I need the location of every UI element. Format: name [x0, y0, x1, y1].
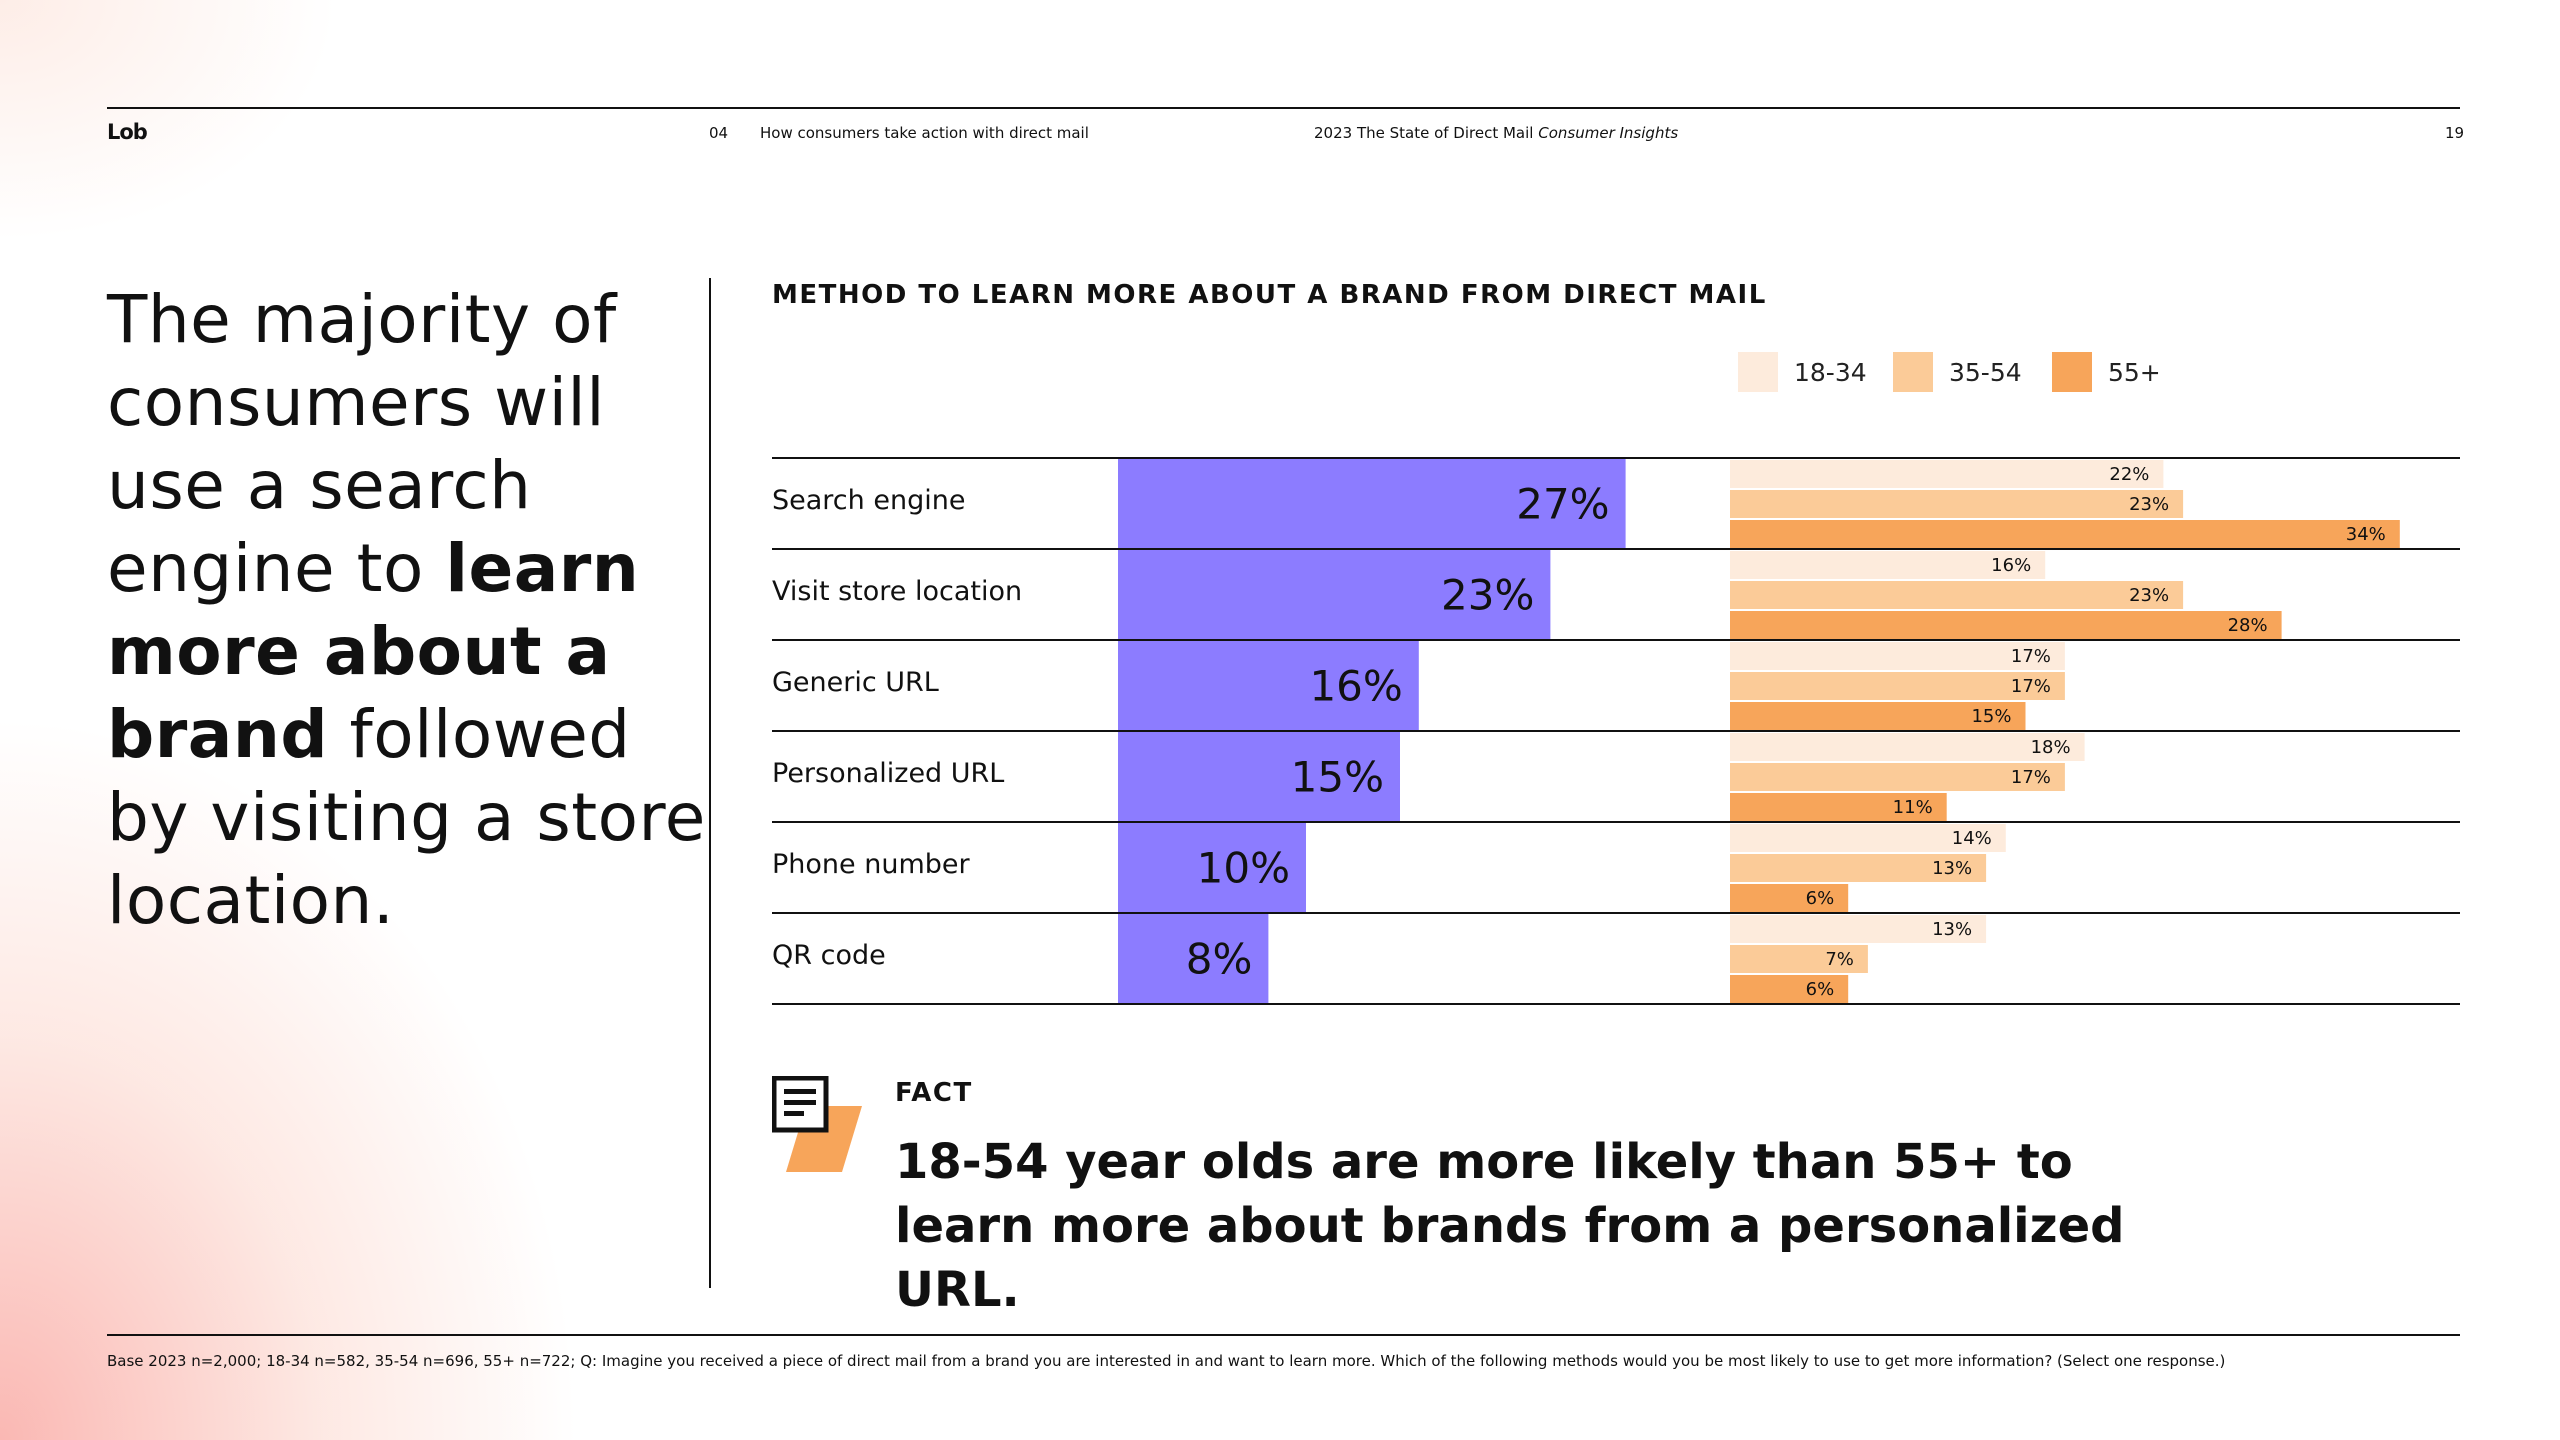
age-value-label-18-34-visit-store-location: 16% — [1991, 555, 2031, 576]
age-value-label-18-34-phone-number: 14% — [1952, 828, 1992, 849]
report-title-main: 2023 The State of Direct Mail — [1314, 124, 1534, 142]
total-bar-search-engine — [1118, 458, 1626, 549]
age-bar-55-generic-url — [1730, 702, 2026, 730]
age-value-label-18-34-personalized-url: 18% — [2031, 737, 2071, 758]
age-value-label-18-34-generic-url: 17% — [2011, 646, 2051, 667]
age-value-label-35-54-personalized-url: 17% — [2011, 767, 2051, 788]
age-bar-18-34-visit-store-location — [1730, 551, 2046, 579]
footer-rule — [107, 1334, 2460, 1336]
legend-swatch-55-plus — [2052, 352, 2092, 392]
age-value-label-55-qr-code: 6% — [1806, 979, 1835, 1000]
report-title: 2023 The State of Direct Mail Consumer I… — [1314, 124, 1678, 142]
chart-title: METHOD TO LEARN MORE ABOUT A BRAND FROM … — [772, 280, 1767, 310]
legend-label-55-plus: 55+ — [2108, 357, 2161, 387]
total-bar-qr-code — [1118, 913, 1269, 1004]
total-value-label-qr-code: 8% — [1186, 935, 1253, 984]
total-value-label-phone-number: 10% — [1197, 844, 1290, 893]
page-number: 19 — [2445, 124, 2465, 142]
footnote: Base 2023 n=2,000; 18-34 n=582, 35-54 n=… — [107, 1352, 2226, 1370]
headline: The majority of consumers will use a sea… — [107, 278, 707, 942]
document-icon — [772, 1076, 862, 1172]
age-value-label-18-34-qr-code: 13% — [1932, 919, 1972, 940]
row-separator-3 — [772, 730, 2460, 732]
total-value-label-visit-store-location: 23% — [1441, 571, 1534, 620]
row-separator-5 — [772, 912, 2460, 914]
age-bar-18-34-qr-code — [1730, 915, 1987, 943]
report-title-italic: Consumer Insights — [1538, 124, 1679, 142]
age-bar-55-visit-store-location — [1730, 611, 2282, 639]
lob-logo: Lob — [107, 120, 148, 144]
headline-part2: followed by visiting a store location. — [107, 696, 706, 939]
age-value-label-55-phone-number: 6% — [1806, 888, 1835, 909]
age-bar-18-34-phone-number — [1730, 824, 2006, 852]
age-value-label-35-54-qr-code: 7% — [1825, 949, 1854, 970]
header-rule — [107, 107, 2460, 109]
row-separator-2 — [772, 639, 2460, 641]
row-separator-6 — [772, 1003, 2460, 1005]
legend-swatch-18-34 — [1738, 352, 1778, 392]
headline-bold: learn more about a brand — [107, 530, 640, 773]
age-value-label-35-54-phone-number: 13% — [1932, 858, 1972, 879]
age-value-label-55-personalized-url: 11% — [1893, 797, 1933, 818]
age-bar-35-54-search-engine — [1730, 490, 2184, 518]
legend-label-35-54: 35-54 — [1949, 357, 2022, 387]
total-value-label-personalized-url: 15% — [1291, 753, 1384, 802]
legend-label-18-34: 18-34 — [1794, 357, 1867, 387]
age-bar-35-54-qr-code — [1730, 945, 1868, 973]
divider-vertical — [709, 278, 711, 1288]
row-separator-1 — [772, 548, 2460, 550]
fact-label: FACT — [895, 1078, 973, 1108]
age-bar-55-personalized-url — [1730, 793, 1947, 821]
age-bar-35-54-personalized-url — [1730, 763, 2065, 791]
legend-item-35-54: 35-54 — [1893, 352, 2022, 392]
age-value-label-18-34-search-engine: 22% — [2109, 464, 2149, 485]
total-value-label-generic-url: 16% — [1309, 662, 1402, 711]
age-bar-35-54-generic-url — [1730, 672, 2065, 700]
total-value-label-search-engine: 27% — [1516, 480, 1609, 529]
row-label-personalized-url: Personalized URL — [772, 758, 1005, 789]
age-bar-18-34-search-engine — [1730, 460, 2164, 488]
row-label-generic-url: Generic URL — [772, 667, 939, 698]
age-value-label-55-generic-url: 15% — [1971, 706, 2011, 727]
row-label-qr-code: QR code — [772, 940, 886, 971]
legend-item-18-34: 18-34 — [1738, 352, 1867, 392]
age-bar-55-search-engine — [1730, 520, 2400, 548]
section-title: How consumers take action with direct ma… — [760, 124, 1089, 142]
age-bar-18-34-personalized-url — [1730, 733, 2085, 761]
age-bar-35-54-phone-number — [1730, 854, 1987, 882]
fact-text: 18-54 year olds are more likely than 55+… — [895, 1134, 2125, 1318]
age-value-label-55-visit-store-location: 28% — [2228, 615, 2268, 636]
age-value-label-35-54-generic-url: 17% — [2011, 676, 2051, 697]
legend-item-55-plus: 55+ — [2052, 352, 2161, 392]
total-bar-personalized-url — [1118, 731, 1400, 822]
row-label-phone-number: Phone number — [772, 849, 970, 880]
total-bar-generic-url — [1118, 640, 1419, 731]
age-value-label-35-54-search-engine: 23% — [2129, 494, 2169, 515]
total-bar-visit-store-location — [1118, 549, 1551, 640]
section-number: 04 — [709, 124, 729, 142]
row-label-search-engine: Search engine — [772, 485, 966, 516]
row-label-visit-store: Visit store location — [772, 576, 1023, 607]
age-value-label-55-search-engine: 34% — [2346, 524, 2386, 545]
row-separator-4 — [772, 821, 2460, 823]
legend-swatch-35-54 — [1893, 352, 1933, 392]
age-value-label-35-54-visit-store-location: 23% — [2129, 585, 2169, 606]
total-bar-phone-number — [1118, 822, 1306, 913]
row-separator-0 — [772, 457, 2460, 459]
age-bar-18-34-generic-url — [1730, 642, 2065, 670]
headline-part1: The majority of consumers will use a sea… — [107, 281, 617, 607]
age-bar-55-qr-code — [1730, 975, 1849, 1003]
age-bar-55-phone-number — [1730, 884, 1849, 912]
age-bar-35-54-visit-store-location — [1730, 581, 2184, 609]
